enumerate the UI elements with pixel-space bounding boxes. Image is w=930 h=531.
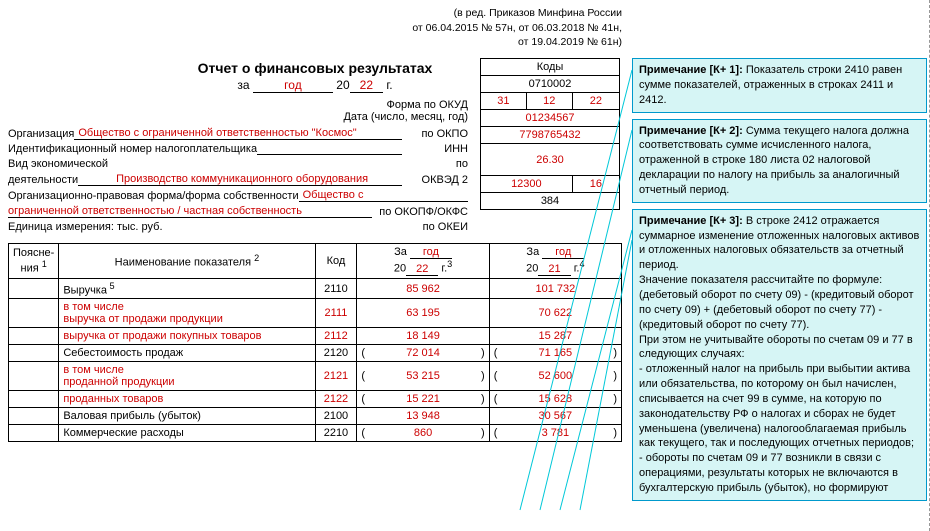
cell-kod: 2122 xyxy=(315,391,357,408)
org-right: по ОКПО xyxy=(402,128,468,140)
org-value: Общество с ограниченной ответственностью… xyxy=(74,127,402,140)
table-row: в том числевыручка от продажи продукции2… xyxy=(9,299,622,328)
cell-name: Выручка 5 xyxy=(59,278,315,299)
cell-kod: 2121 xyxy=(315,362,357,391)
hdr-name: Наименование показателя 2 xyxy=(59,244,315,279)
okud-code: 0710002 xyxy=(481,76,620,93)
table-row: Себестоимость продаж2120(72 014)(71 165) xyxy=(9,345,622,362)
inn-right: ИНН xyxy=(402,143,468,155)
note-2: Примечание [К+ 2]: Сумма текущего налога… xyxy=(632,119,927,203)
header-regulation: (в ред. Приказов Минфина России от 06.04… xyxy=(8,6,622,50)
cell-poj xyxy=(9,425,59,442)
cell-kod: 2100 xyxy=(315,408,357,425)
org-label: Организация xyxy=(8,128,74,140)
period-word: год xyxy=(253,78,333,93)
cell-poj xyxy=(9,362,59,391)
reg-line1: (в ред. Приказов Минфина России xyxy=(8,6,622,21)
table-row: Выручка 5211085 962101 732 xyxy=(9,278,622,299)
form-value2: ограниченной ответственностью / частная … xyxy=(8,205,372,218)
cell-prev: (71 165) xyxy=(489,345,621,362)
okopf-code: 12300 xyxy=(481,176,573,193)
okfs-code: 16 xyxy=(572,176,619,193)
cell-name: проданных товаров xyxy=(59,391,315,408)
act-label2: деятельности xyxy=(8,174,78,186)
cell-prev: (3 781) xyxy=(489,425,621,442)
inn-label: Идентификационный номер налогоплательщик… xyxy=(8,143,257,155)
cell-poj xyxy=(9,328,59,345)
cell-poj xyxy=(9,345,59,362)
cell-name: Валовая прибыль (убыток) xyxy=(59,408,315,425)
cell-cur: 13 948 xyxy=(357,408,489,425)
note-1: Примечание [К+ 1]: Показатель строки 241… xyxy=(632,58,927,113)
act-right: ОКВЭД 2 xyxy=(402,174,468,186)
hdr-poj: Поясне- ния 1 xyxy=(9,244,59,279)
note-3: Примечание [К+ 3]: В строке 2412 отражае… xyxy=(632,209,927,501)
unit-right: по ОКЕИ xyxy=(402,221,468,233)
cell-cur: (860) xyxy=(357,425,489,442)
notes-panel: Примечание [К+ 1]: Показатель строки 241… xyxy=(632,58,927,507)
hdr-cur: За год 2022 г.3 xyxy=(357,244,489,279)
cell-kod: 2112 xyxy=(315,328,357,345)
cell-prev: 30 567 xyxy=(489,408,621,425)
date-label: Дата (число, месяц, год) xyxy=(8,111,468,123)
date-y: 22 xyxy=(572,93,619,110)
table-row: в том числепроданной продукции2121(53 21… xyxy=(9,362,622,391)
cell-prev: 15 287 xyxy=(489,328,621,345)
unit-label: Единица измерения: тыс. руб. xyxy=(8,221,163,233)
cell-poj xyxy=(9,278,59,299)
table-row: проданных товаров2122(15 221)(15 628) xyxy=(9,391,622,408)
okud-label: Форма по ОКУД xyxy=(8,99,468,111)
cell-kod: 2210 xyxy=(315,425,357,442)
cell-kod: 2110 xyxy=(315,278,357,299)
reg-line2: от 06.04.2015 № 57н, от 06.03.2018 № 41н… xyxy=(8,21,622,36)
cell-prev: 101 732 xyxy=(489,278,621,299)
okpo-code: 01234567 xyxy=(481,110,620,127)
cell-prev: (15 628) xyxy=(489,391,621,408)
cell-kod: 2111 xyxy=(315,299,357,328)
form-label: Организационно-правовая форма/форма собс… xyxy=(8,190,299,202)
okei-code: 384 xyxy=(481,193,620,210)
cell-cur: (72 014) xyxy=(357,345,489,362)
cell-name: в том числевыручка от продажи продукции xyxy=(59,299,315,328)
table-row: Коммерческие расходы2210(860)(3 781) xyxy=(9,425,622,442)
cell-poj xyxy=(9,299,59,328)
cell-kod: 2120 xyxy=(315,345,357,362)
okved-code: 26.30 xyxy=(481,144,620,176)
date-m: 12 xyxy=(526,93,572,110)
cell-name: Себестоимость продаж xyxy=(59,345,315,362)
act-right-po: по xyxy=(402,158,468,170)
form-right: по ОКОПФ/ОКФС xyxy=(372,206,468,218)
cell-cur: (53 215) xyxy=(357,362,489,391)
period-year: 22 xyxy=(350,78,383,93)
act-label1: Вид экономической xyxy=(8,158,108,170)
codes-header: Коды xyxy=(481,59,620,76)
cell-prev: 70 622 xyxy=(489,299,621,328)
hdr-prev: За год 2021 г.4 xyxy=(489,244,621,279)
table-row: выручка от продажи покупных товаров21121… xyxy=(9,328,622,345)
hdr-kod: Код xyxy=(315,244,357,279)
cell-prev: (52 600) xyxy=(489,362,621,391)
cell-cur: 18 149 xyxy=(357,328,489,345)
table-row: Валовая прибыль (убыток)210013 94830 567 xyxy=(9,408,622,425)
act-value: Производство коммуникационного оборудова… xyxy=(78,173,402,186)
cell-cur: (15 221) xyxy=(357,391,489,408)
date-d: 31 xyxy=(481,93,527,110)
cell-poj xyxy=(9,391,59,408)
codes-box: Коды 0710002 31 12 22 01234567 779876543… xyxy=(480,58,620,210)
inn-code: 7798765432 xyxy=(481,127,620,144)
main-table: Поясне- ния 1 Наименование показателя 2 … xyxy=(8,243,622,442)
cell-cur: 85 962 xyxy=(357,278,489,299)
cell-poj xyxy=(9,408,59,425)
cell-name: в том числепроданной продукции xyxy=(59,362,315,391)
reg-line3: от 19.04.2019 № 61н) xyxy=(8,35,622,50)
cell-name: Коммерческие расходы xyxy=(59,425,315,442)
cell-cur: 63 195 xyxy=(357,299,489,328)
cell-name: выручка от продажи покупных товаров xyxy=(59,328,315,345)
form-value1: Общество с xyxy=(299,189,468,202)
